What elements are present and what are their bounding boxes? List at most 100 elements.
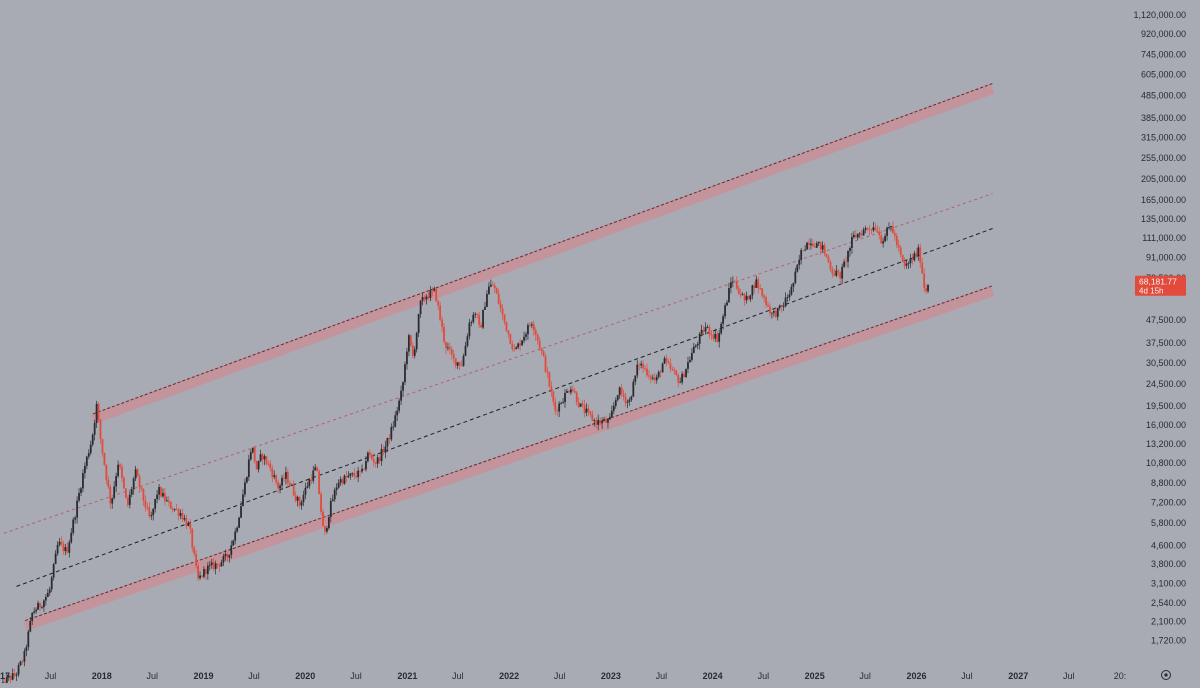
candle-body [169, 501, 172, 509]
y-tick-label: 2,540.00 [1151, 598, 1186, 608]
candle-body [546, 371, 549, 373]
y-tick-label: 19,500.00 [1146, 401, 1186, 411]
candle-body [130, 489, 133, 495]
candle-body [636, 364, 639, 376]
candle-body [128, 494, 131, 505]
candle-body [82, 473, 84, 489]
candle-body [378, 457, 381, 462]
candle-body [273, 475, 276, 478]
candle-body [167, 500, 170, 502]
candle-body [749, 295, 752, 300]
candle-body [253, 447, 256, 462]
candle-body [852, 234, 855, 238]
candle-body [376, 457, 379, 464]
candle-body [815, 243, 818, 248]
candle-body [296, 497, 299, 501]
candle-body [575, 392, 578, 403]
candle-body [696, 343, 699, 346]
candle-body [107, 479, 110, 487]
candle-body [868, 228, 871, 230]
candle-body [37, 603, 39, 610]
candle-body [854, 234, 857, 238]
candle-body [470, 321, 473, 323]
candle-body [788, 294, 791, 298]
candle-body [899, 247, 902, 255]
candle-body [365, 461, 367, 470]
candle-body [441, 319, 443, 327]
candle-body [97, 403, 100, 420]
candle-body [368, 452, 371, 456]
candle-body [759, 288, 762, 290]
candle-body [874, 227, 877, 231]
candle-body [240, 506, 242, 518]
candle-body [236, 527, 239, 532]
candle-body [819, 241, 822, 250]
x-axis[interactable]: 2017 Jul 2018 Jul 2019 Jul 2020 Jul 2021 Jul 2022 J… [0, 671, 1126, 681]
candle-body [359, 470, 361, 472]
candle-body [849, 247, 851, 251]
candle-body [242, 494, 244, 507]
candle-body [679, 382, 682, 384]
candle-body [921, 262, 924, 274]
gear-icon[interactable] [1161, 670, 1171, 680]
candle-body [355, 475, 358, 478]
candle-body [728, 288, 730, 303]
candle-body [9, 675, 12, 680]
candle-body [566, 391, 568, 393]
y-tick-label: 10,800.00 [1146, 458, 1186, 468]
candle-body [187, 523, 190, 527]
candle-body [651, 377, 654, 379]
candle-body [813, 246, 816, 248]
candle-body [763, 295, 765, 298]
candle-body [892, 225, 894, 234]
candle-body [720, 323, 723, 334]
y-tick-label: 2,100.00 [1151, 616, 1186, 626]
candle-body [244, 482, 246, 495]
y-tick-label: 605,000.00 [1141, 69, 1186, 79]
candle-body [337, 482, 340, 488]
x-tick-label: 2023 [601, 671, 621, 681]
candle-body [878, 231, 881, 236]
axis-settings-button[interactable] [1161, 670, 1171, 680]
candle-body [374, 462, 377, 464]
y-axis[interactable]: 1,120,000.00 920,000.00 745,000.00 605,000.… [1133, 10, 1186, 646]
candle-body [302, 494, 305, 503]
candle-body [388, 437, 391, 440]
candle-body [326, 528, 328, 532]
candle-body [201, 575, 203, 577]
candle-body [917, 247, 920, 257]
candle-body [126, 497, 129, 505]
candle-body [478, 314, 481, 325]
candle-body [413, 349, 416, 356]
candle-body [267, 463, 270, 465]
candle-body [228, 554, 231, 558]
candle-body [308, 479, 311, 487]
candle-body [259, 454, 262, 462]
candle-body [856, 234, 859, 238]
candle-body [103, 453, 106, 465]
candle-body [257, 461, 260, 470]
candle-body [626, 401, 629, 403]
candle-body [607, 419, 609, 423]
last-price-tag: 68,181.77 4d 15h [1135, 275, 1186, 296]
candle-body [847, 250, 849, 262]
candle-body [310, 479, 313, 481]
candle-body [870, 229, 873, 231]
candle-body [833, 273, 836, 276]
candle-body [671, 368, 674, 370]
candle-body [497, 293, 500, 304]
candle-body [620, 387, 623, 394]
candle-body [876, 230, 879, 232]
candle-body [238, 517, 240, 528]
candle-body [70, 532, 73, 543]
candle-body [638, 364, 641, 366]
candle-body [50, 577, 53, 590]
candle-body [123, 477, 125, 489]
candle-body [162, 493, 164, 497]
x-tick-label: 20: [1114, 671, 1127, 681]
candle-body [511, 343, 514, 349]
candle-body [806, 242, 808, 250]
candle-body [901, 254, 904, 262]
